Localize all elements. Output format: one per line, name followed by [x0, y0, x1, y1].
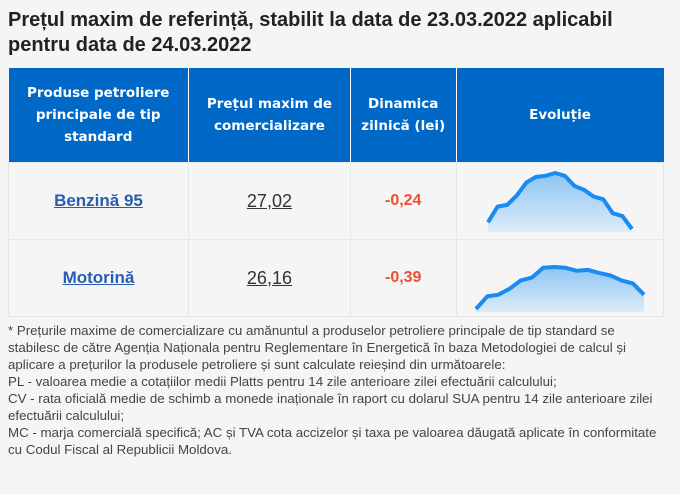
header-dynamic: Dinamica zilnică (lei) — [350, 68, 457, 163]
header-product: Produse petroliere principale de tip sta… — [8, 68, 189, 163]
product-link-benzina[interactable]: Benzină 95 — [54, 191, 143, 210]
price-link[interactable]: 26,16 — [246, 267, 292, 288]
footnote: * Prețurile maxime de comercializare cu … — [8, 322, 668, 458]
footnote-line: CV - rata oficială medie de schimb a mon… — [8, 391, 653, 423]
table-row: Benzină 95 27,02 -0,24 — [8, 162, 664, 240]
header-price: Prețul maxim de comercializare — [188, 68, 351, 163]
daily-dynamic: -0,39 — [384, 269, 422, 286]
footnote-line: MC - marja comercială specifică; AC și T… — [8, 425, 657, 457]
footnote-line: PL - valoarea medie a cotațiilor medii P… — [8, 374, 557, 389]
daily-dynamic: -0,24 — [384, 192, 422, 209]
page-title: Prețul maxim de referință, stabilit la d… — [8, 9, 613, 56]
price-link[interactable]: 27,02 — [246, 190, 292, 211]
fuel-price-table: Produse petroliere principale de tip sta… — [8, 68, 664, 317]
sparkline-line — [474, 265, 646, 311]
sparkline-chart — [486, 171, 634, 232]
sparkline-area — [475, 267, 644, 312]
sparkline-line — [486, 171, 634, 231]
header-evolution: Evoluție — [456, 68, 664, 163]
footnote-line: * Prețurile maxime de comercializare cu … — [8, 323, 626, 372]
product-link-motorina[interactable]: Motorină — [62, 268, 135, 287]
sparkline-chart — [474, 265, 646, 312]
table-row: Motorină 26,16 -0,39 — [8, 239, 664, 317]
